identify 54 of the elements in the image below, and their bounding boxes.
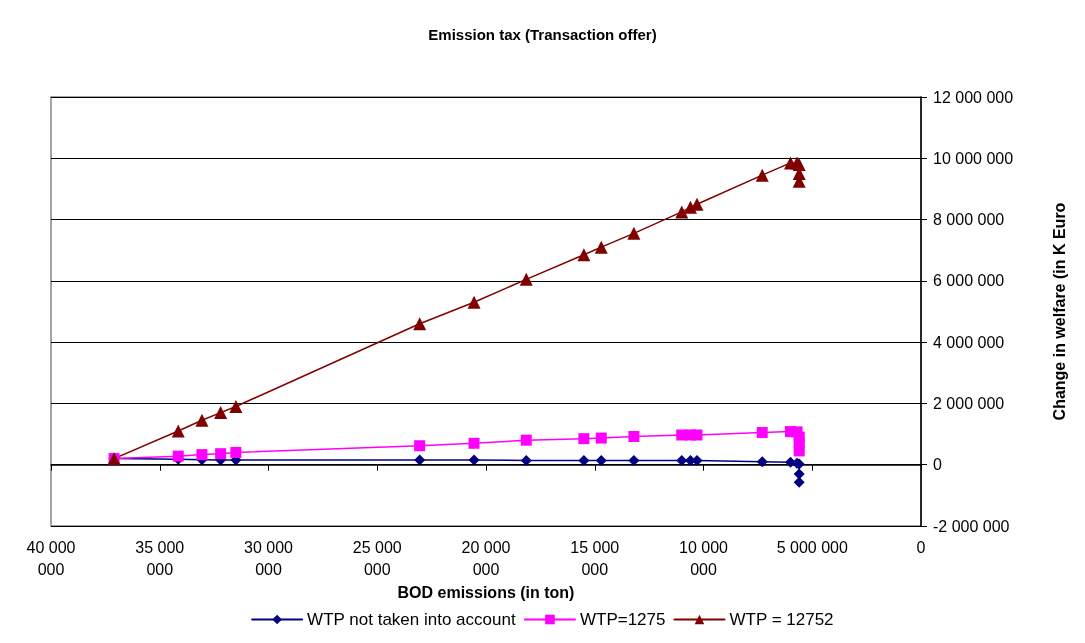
point <box>627 226 641 240</box>
point <box>793 468 805 480</box>
legend-label: WTP not taken into account <box>307 610 516 629</box>
x-tick-label: 25 000 000 <box>352 538 402 578</box>
legend-label: WTP = 12752 <box>729 610 834 629</box>
y-tick-label: 10 000 000 <box>933 149 1014 167</box>
x-tick-label: 30 000 000 <box>244 538 294 578</box>
point <box>214 406 228 420</box>
point <box>756 456 768 468</box>
point <box>755 168 769 182</box>
x-axis-title: BOD emissions (in ton) <box>397 584 575 602</box>
y-tick-label: 6 000 000 <box>933 272 1005 290</box>
point <box>413 317 427 331</box>
y-axis-title: Change in welfare (in K Euro <box>1050 202 1068 421</box>
point <box>196 449 208 461</box>
y-tick-label: 2 000 000 <box>933 394 1005 412</box>
x-tick-label: 20 000 000 <box>461 538 511 578</box>
x-tick-label: 35 000 000 <box>135 538 185 578</box>
point <box>756 427 768 439</box>
point <box>520 434 532 446</box>
point <box>195 413 209 427</box>
x-tick-label: 5 000 000 <box>776 538 848 556</box>
point <box>628 431 640 443</box>
point <box>594 240 608 254</box>
y-tick-label: 12 000 000 <box>933 88 1014 106</box>
point <box>691 429 703 441</box>
point <box>595 432 607 444</box>
point <box>793 445 805 457</box>
point <box>215 448 227 460</box>
point <box>578 433 590 445</box>
y-tick-label: 0 <box>933 456 942 474</box>
y-tick-label: 8 000 000 <box>933 211 1005 229</box>
point <box>520 454 532 466</box>
x-tick-label: 15 000 000 <box>570 538 620 578</box>
x-tick-label: 40 000 000 <box>26 538 76 578</box>
legend-label: WTP=1275 <box>579 610 666 629</box>
point <box>229 399 243 413</box>
point <box>414 454 426 466</box>
x-tick-label: 0 <box>916 538 926 556</box>
point <box>230 446 242 458</box>
point <box>468 454 480 466</box>
point <box>628 454 640 466</box>
chart-title: Emission tax (Transaction offer) <box>428 26 657 43</box>
x-tick-label: 10 000 000 <box>679 538 729 578</box>
y-tick-label: 4 000 000 <box>933 333 1005 351</box>
point <box>467 295 481 309</box>
point <box>468 437 480 449</box>
point <box>577 248 591 262</box>
y-tick-label: -2 000 000 <box>933 517 1010 535</box>
point <box>519 272 533 286</box>
point <box>414 440 426 452</box>
point <box>578 454 590 466</box>
point <box>595 454 607 466</box>
point <box>171 424 185 438</box>
